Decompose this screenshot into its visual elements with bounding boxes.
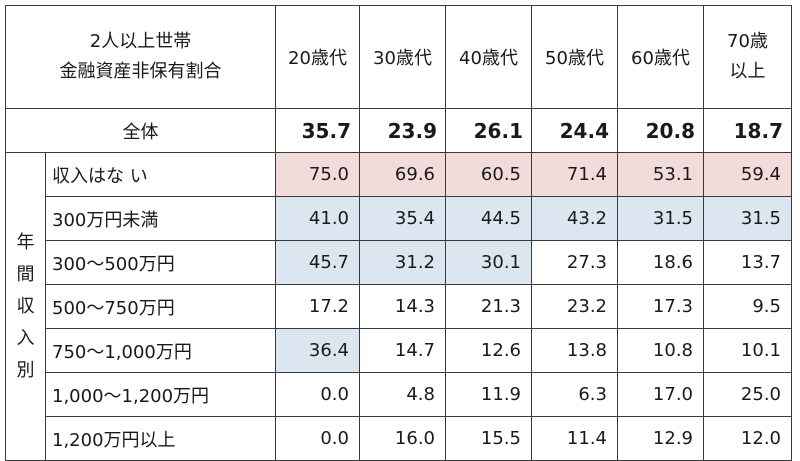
value-cell: 9.5	[703, 284, 792, 329]
group-label-char: 年	[16, 231, 35, 253]
table-title-line1: 2人以上世帯	[89, 31, 192, 52]
row-label: 300万円未満	[45, 196, 276, 241]
value-cell: 17.3	[617, 284, 704, 329]
value-cell: 17.0	[617, 372, 704, 417]
table-title-line2: 金融資産非保有割合	[59, 61, 222, 82]
value-cell: 12.0	[703, 416, 792, 461]
value-cell: 14.3	[359, 284, 446, 329]
value-cell: 13.8	[531, 328, 618, 373]
row-label: 300～500万円	[45, 240, 276, 285]
value-cell: 13.7	[703, 240, 792, 285]
value-cell: 41.0	[275, 196, 360, 241]
total-cell: 24.4	[531, 108, 618, 153]
value-cell: 69.6	[359, 152, 446, 197]
table-row: 300万円未満 41.0 35.4 44.5 43.2 31.5 31.5	[6, 196, 792, 241]
group-label-char: 別	[16, 359, 35, 381]
row-label: 500～750万円	[45, 284, 276, 329]
value-cell: 31.2	[359, 240, 446, 285]
financial-assets-table: 2人以上世帯 金融資産非保有割合 20歳代 30歳代 40歳代 50歳代 60歳…	[5, 5, 792, 461]
row-label: 1,200万円以上	[45, 416, 276, 461]
group-label-char: 収	[16, 295, 35, 317]
table-row: 300～500万円 45.7 31.2 30.1 27.3 18.6 13.7	[6, 240, 792, 285]
age-header-70plus: 70歳 以上	[703, 5, 792, 109]
value-cell: 23.2	[531, 284, 618, 329]
age-header-70plus-line2: 以上	[729, 61, 766, 82]
table-title: 2人以上世帯 金融資産非保有割合	[5, 5, 276, 109]
total-row: 全体 35.7 23.9 26.1 24.4 20.8 18.7	[5, 108, 792, 153]
value-cell: 10.8	[617, 328, 704, 373]
value-cell: 12.6	[445, 328, 532, 373]
annual-income-group-label: 年 間 収 入 別	[5, 152, 46, 461]
age-header-60s: 60歳代	[617, 5, 704, 109]
value-cell: 75.0	[275, 152, 360, 197]
value-cell: 17.2	[275, 284, 360, 329]
header-row: 2人以上世帯 金融資産非保有割合 20歳代 30歳代 40歳代 50歳代 60歳…	[5, 5, 792, 109]
age-header-40s: 40歳代	[445, 5, 532, 109]
total-cell: 35.7	[275, 108, 360, 153]
value-cell: 71.4	[531, 152, 618, 197]
value-cell: 44.5	[445, 196, 532, 241]
value-cell: 30.1	[445, 240, 532, 285]
age-header-30s: 30歳代	[359, 5, 446, 109]
value-cell: 53.1	[617, 152, 704, 197]
value-cell: 21.3	[445, 284, 532, 329]
value-cell: 11.4	[531, 416, 618, 461]
total-cell: 18.7	[703, 108, 792, 153]
row-label: 750～1,000万円	[45, 328, 276, 373]
table-row: 750～1,000万円 36.4 14.7 12.6 13.8 10.8 10.…	[6, 328, 792, 373]
row-label: 収入はな い	[45, 152, 276, 197]
value-cell: 27.3	[531, 240, 618, 285]
value-cell: 4.8	[359, 372, 446, 417]
row-label: 1,000～1,200万円	[45, 372, 276, 417]
value-cell: 45.7	[275, 240, 360, 285]
table-row: 500～750万円 17.2 14.3 21.3 23.2 17.3 9.5	[6, 284, 792, 329]
table-row: 年 間 収 入 別 収入はな い 75.0 69.6 60.5 71.4 53.…	[5, 152, 792, 461]
value-cell: 36.4	[275, 328, 360, 373]
total-label: 全体	[5, 108, 276, 153]
total-cell: 26.1	[445, 108, 532, 153]
value-cell: 31.5	[617, 196, 704, 241]
value-cell: 59.4	[703, 152, 792, 197]
value-cell: 11.9	[445, 372, 532, 417]
value-cell: 16.0	[359, 416, 446, 461]
group-label-char: 入	[16, 327, 35, 349]
value-cell: 10.1	[703, 328, 792, 373]
total-cell: 20.8	[617, 108, 704, 153]
value-cell: 60.5	[445, 152, 532, 197]
group-label-char: 間	[16, 263, 35, 285]
value-cell: 35.4	[359, 196, 446, 241]
value-cell: 43.2	[531, 196, 618, 241]
value-cell: 0.0	[275, 416, 360, 461]
value-cell: 18.6	[617, 240, 704, 285]
age-header-50s: 50歳代	[531, 5, 618, 109]
total-cell: 23.9	[359, 108, 446, 153]
value-cell: 6.3	[531, 372, 618, 417]
value-cell: 31.5	[703, 196, 792, 241]
table-row: 1,200万円以上 0.0 16.0 15.5 11.4 12.9 12.0	[6, 416, 792, 461]
age-header-20s: 20歳代	[275, 5, 360, 109]
age-header-70plus-line1: 70歳	[727, 31, 768, 52]
value-cell: 0.0	[275, 372, 360, 417]
value-cell: 14.7	[359, 328, 446, 373]
value-cell: 25.0	[703, 372, 792, 417]
table-row: 1,000～1,200万円 0.0 4.8 11.9 6.3 17.0 25.0	[6, 372, 792, 417]
value-cell: 15.5	[445, 416, 532, 461]
value-cell: 12.9	[617, 416, 704, 461]
